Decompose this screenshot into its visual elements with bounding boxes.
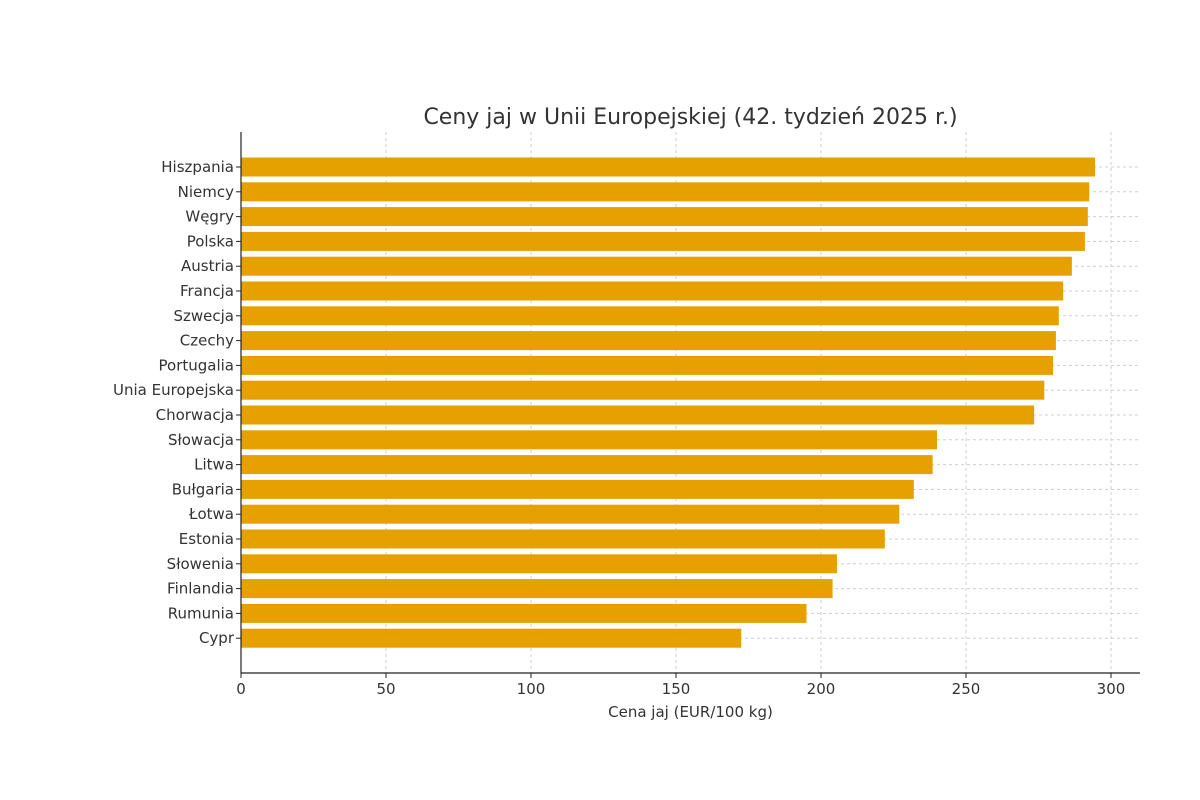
bar — [241, 231, 1085, 251]
bar — [241, 479, 914, 499]
y-tick-label: Rumunia — [168, 604, 234, 622]
x-tick-label: 200 — [807, 680, 836, 698]
y-tick-label: Czechy — [180, 332, 234, 350]
x-tick-label: 250 — [952, 680, 981, 698]
axes — [236, 132, 1140, 678]
y-tick-label: Portugalia — [159, 356, 234, 374]
y-tick-label: Bułgaria — [172, 480, 234, 498]
x-tick-label: 0 — [236, 680, 246, 698]
chart-title: Ceny jaj w Unii Europejskiej (42. tydzie… — [423, 105, 957, 130]
bar — [241, 182, 1090, 202]
bar — [241, 207, 1088, 227]
y-tick-label: Austria — [181, 257, 234, 275]
y-tick-label: Finlandia — [167, 580, 234, 598]
y-tick-label: Łotwa — [188, 505, 234, 523]
y-tick-label: Hiszpania — [161, 158, 234, 176]
bar — [241, 405, 1035, 425]
y-tick-labels: Hiszpania Niemcy Węgry Polska Austria Francja… — [113, 158, 235, 647]
bar — [241, 529, 885, 549]
y-tick-label: Słowenia — [167, 555, 234, 573]
x-axis-label: Cena jaj (EUR/100 kg) — [608, 703, 773, 721]
x-tick-label: 100 — [517, 680, 546, 698]
y-tick-label: Chorwacja — [156, 406, 234, 424]
x-tick-label: 300 — [1097, 680, 1126, 698]
bar — [241, 157, 1096, 177]
y-tick-label: Cypr — [199, 629, 235, 647]
y-tick-label: Węgry — [185, 208, 234, 226]
x-tick-label: 150 — [662, 680, 691, 698]
bar — [241, 256, 1072, 276]
y-tick-label: Estonia — [179, 530, 234, 548]
y-tick-label: Polska — [187, 232, 234, 250]
y-tick-label: Unia Europejska — [113, 381, 234, 399]
y-tick-label: Francja — [180, 282, 234, 300]
y-tick-label: Litwa — [194, 456, 234, 474]
bar — [241, 281, 1064, 301]
bar — [241, 355, 1053, 375]
bar — [241, 331, 1056, 351]
y-tick-label: Niemcy — [178, 183, 234, 201]
bar — [241, 628, 742, 648]
x-tick-label: 50 — [376, 680, 395, 698]
bar — [241, 455, 933, 475]
bar — [241, 554, 837, 574]
bars — [241, 157, 1096, 648]
x-tick-labels: 0 50 100 150 200 250 300 — [236, 680, 1125, 698]
bar — [241, 603, 807, 623]
bar — [241, 579, 833, 599]
bar — [241, 430, 937, 450]
bar — [241, 504, 900, 524]
bar — [241, 306, 1059, 326]
y-tick-label: Szwecja — [174, 307, 235, 325]
y-tick-label: Słowacja — [168, 431, 234, 449]
bar — [241, 380, 1045, 400]
